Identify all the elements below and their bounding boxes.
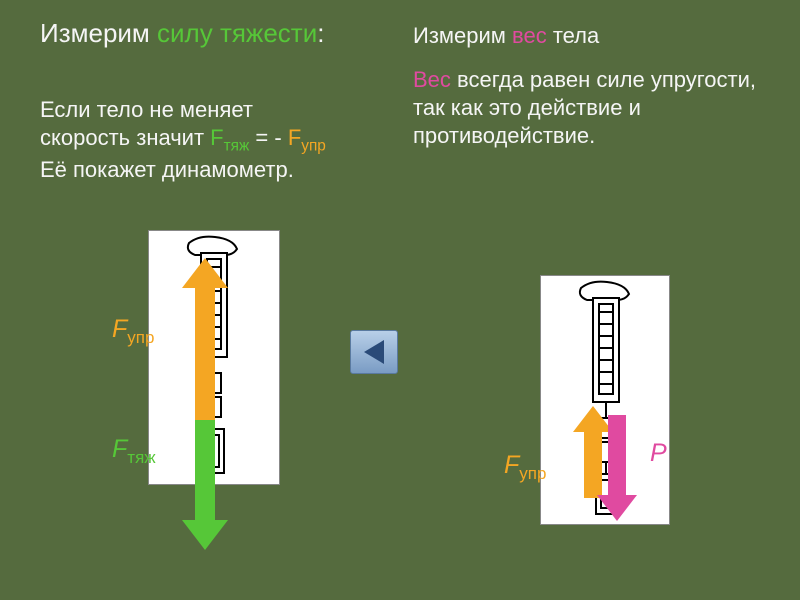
triangle-left-icon <box>364 340 384 364</box>
eq: = - <box>249 125 288 150</box>
para-line3: Её покажет динамометр. <box>40 157 294 182</box>
title-accent: вес <box>512 23 547 48</box>
label-sub: упр <box>127 328 154 347</box>
label-letter: F <box>112 435 127 463</box>
para-line1: Если тело не меняет <box>40 97 253 122</box>
paragraph-weight: Вес всегда равен силе упругости, так как… <box>413 66 773 150</box>
label-p-weight: P <box>650 439 667 468</box>
label-f-elastic-left: Fупр <box>112 315 154 348</box>
label-sub: упр <box>519 464 546 483</box>
weight-accent: Вес <box>413 67 451 92</box>
title-suffix: тела <box>547 23 600 48</box>
label-sub: тяж <box>127 448 155 467</box>
title-suffix: : <box>317 18 324 48</box>
paragraph-gravity: Если тело не меняет скорость значит Fтяж… <box>40 96 410 184</box>
f-gravity: Fтяж <box>210 125 249 150</box>
f-gravity-letter: F <box>210 125 223 150</box>
weight-text: всегда равен силе упругости, так как это… <box>413 67 756 148</box>
dynamometer-figure-right <box>540 275 670 525</box>
label-f-gravity-left: Fтяж <box>112 435 156 468</box>
label-letter: F <box>504 451 519 479</box>
title-prefix: Измерим <box>413 23 512 48</box>
f-elastic-sub: упр <box>301 138 326 155</box>
label-letter: P <box>650 439 667 467</box>
title-measure-gravity: Измерим силу тяжести: <box>40 18 324 49</box>
f-elastic: Fупр <box>288 125 326 150</box>
title-measure-weight: Измерим вес тела <box>413 23 599 49</box>
title-accent: силу тяжести <box>157 18 317 48</box>
title-prefix: Измерим <box>40 18 157 48</box>
label-f-elastic-right: Fупр <box>504 451 546 484</box>
f-elastic-letter: F <box>288 125 301 150</box>
back-button[interactable] <box>350 330 398 374</box>
f-gravity-sub: тяж <box>224 138 250 155</box>
dynamometer-icon <box>541 276 671 526</box>
para-line2-pre: скорость значит <box>40 125 210 150</box>
label-letter: F <box>112 315 127 343</box>
